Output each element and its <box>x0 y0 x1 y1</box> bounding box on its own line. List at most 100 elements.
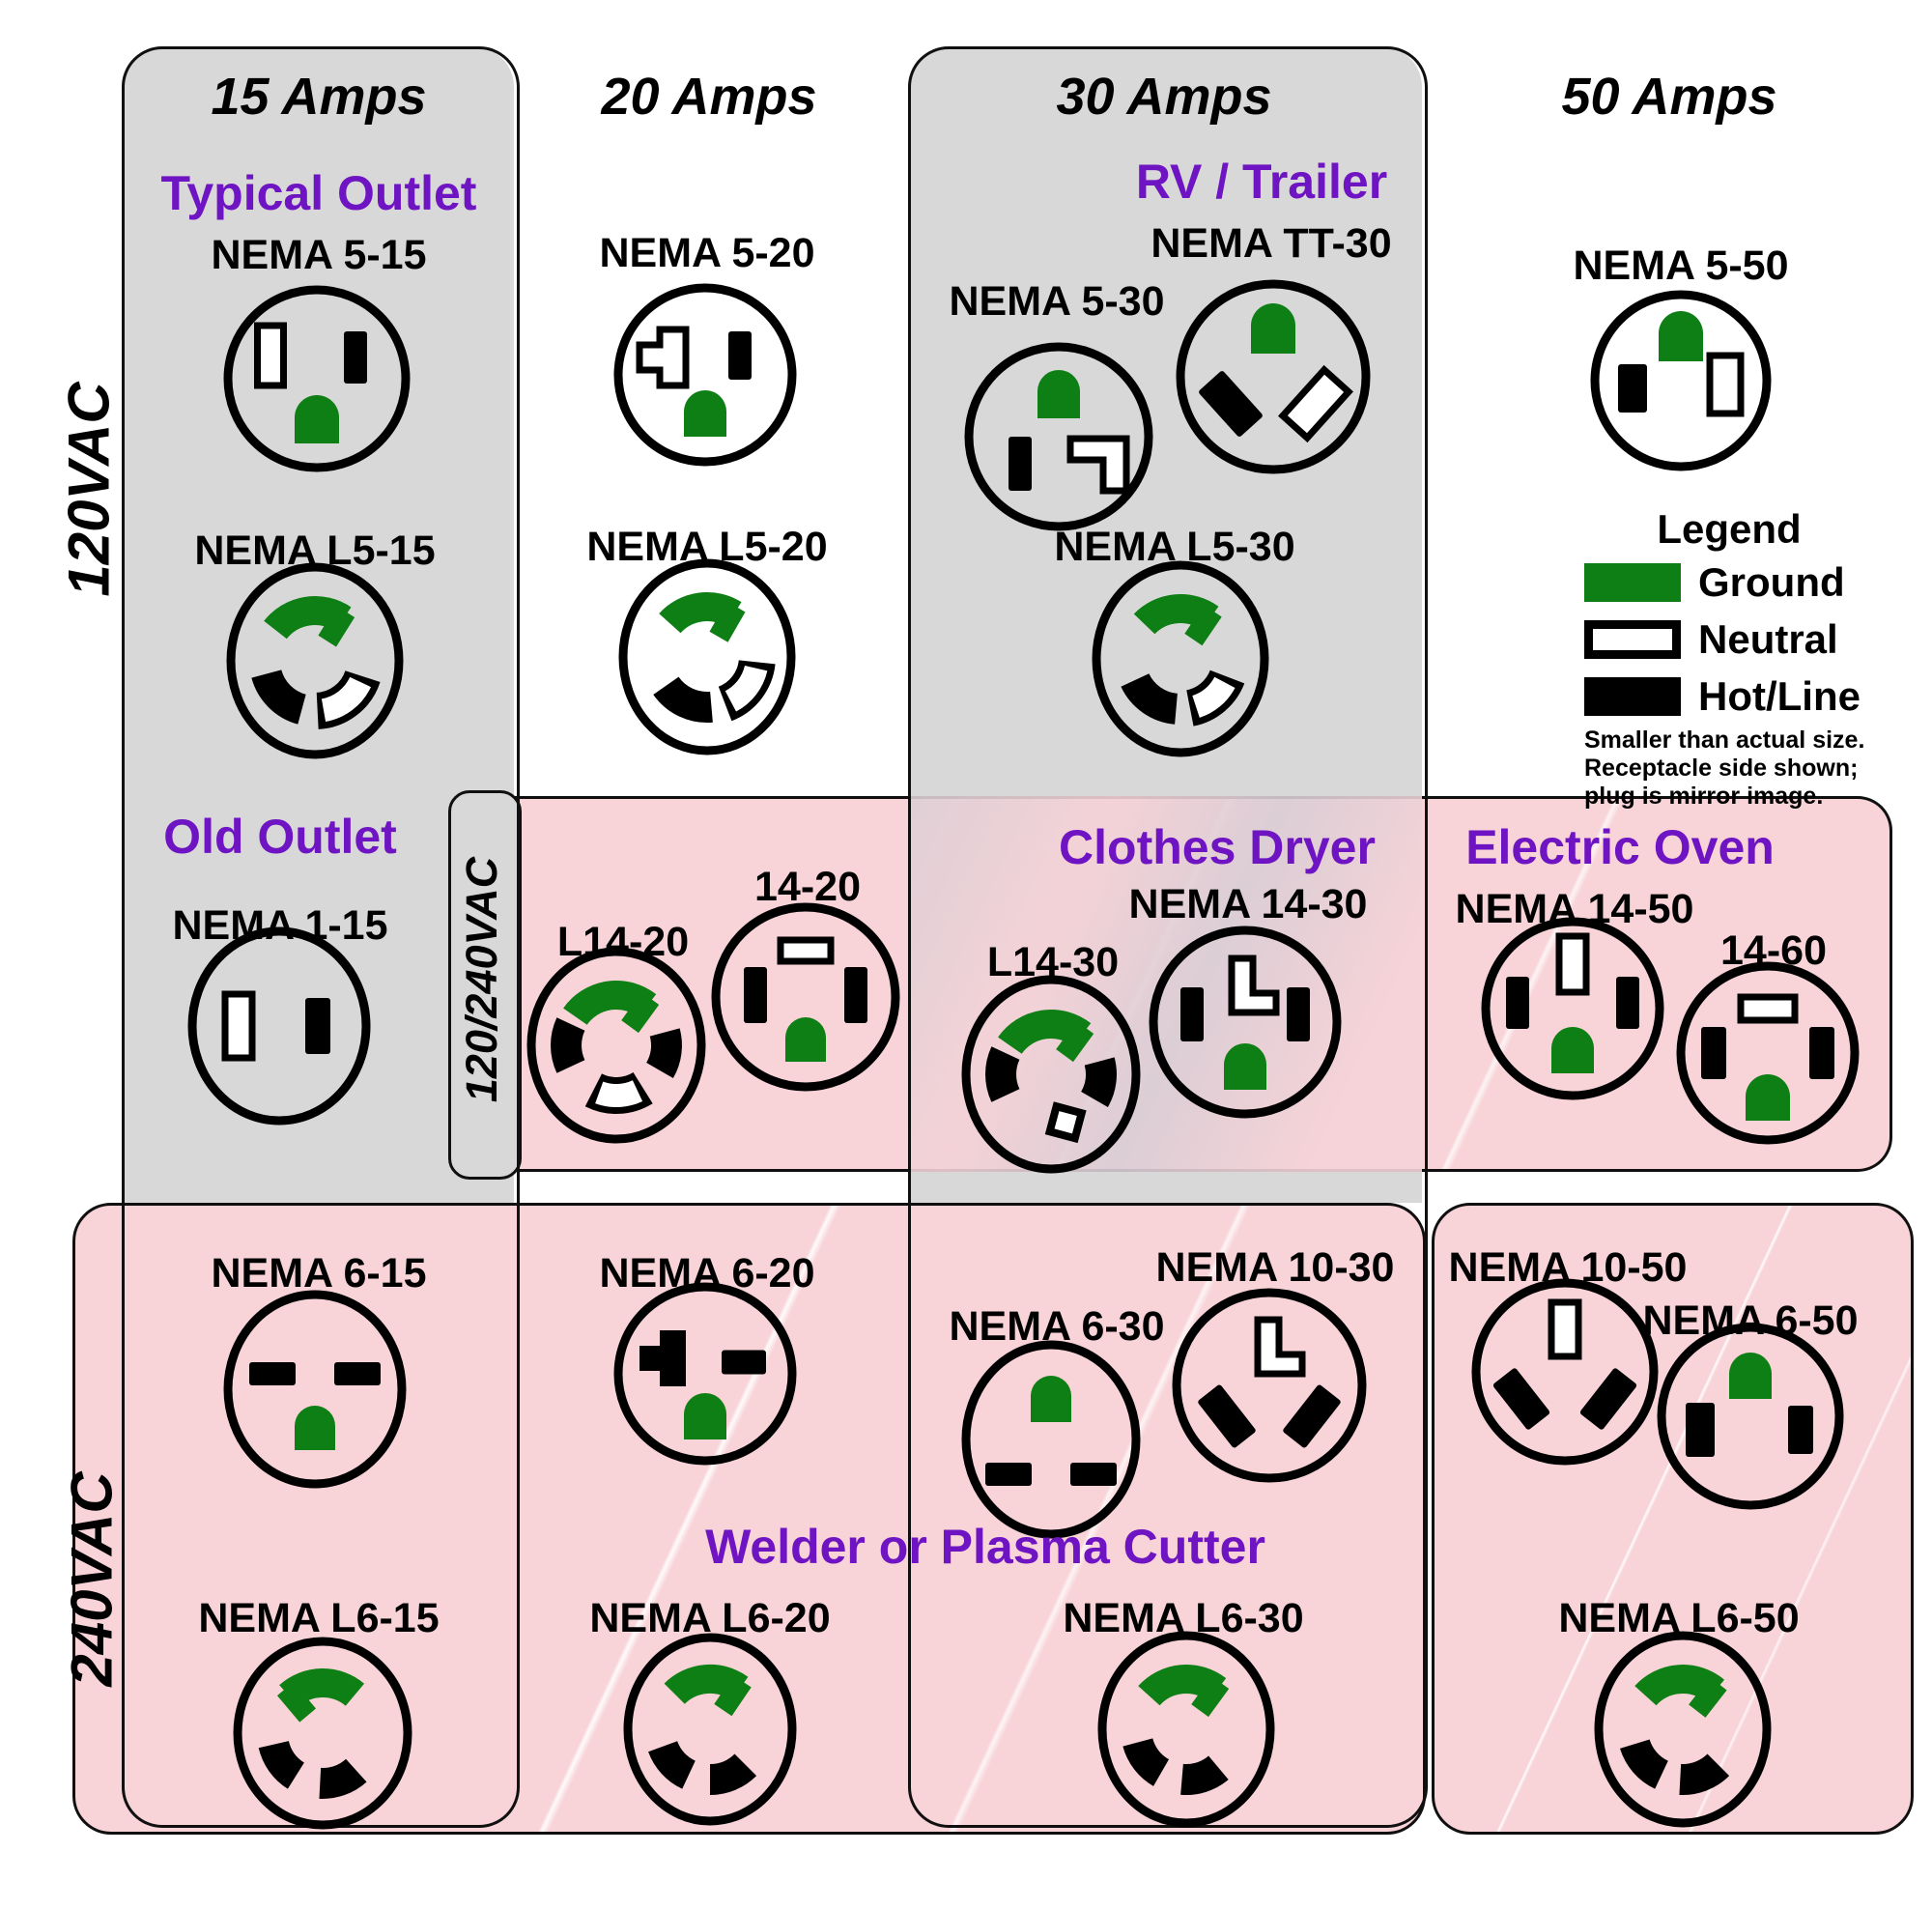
prong-ground <box>1031 1376 1071 1422</box>
legend-neutral-label: Neutral <box>1698 616 1838 662</box>
prong-hot <box>645 1028 682 1079</box>
outlet-14-50 <box>1481 917 1664 1100</box>
outlet-L5-30 <box>1092 560 1269 757</box>
prong-hot <box>648 1740 696 1789</box>
outlet-label-L5-15: NEMA L5-15 <box>194 527 435 574</box>
prong-neutral <box>221 990 256 1062</box>
prong-hot <box>722 1350 766 1375</box>
outlet-label-TT-30: NEMA TT-30 <box>1151 220 1391 267</box>
legend-hot-label: Hot/Line <box>1698 673 1861 719</box>
category-typical-outlet: Typical Outlet <box>160 166 477 220</box>
prong-hot <box>1080 1057 1117 1108</box>
legend-title: Legend <box>1657 506 1802 552</box>
legend-item-ground: Ground <box>1584 560 1913 605</box>
prong-neutral <box>595 1079 643 1108</box>
outlet-label-L6-15: NEMA L6-15 <box>198 1595 439 1641</box>
outlet-label-1-15: NEMA 1-15 <box>172 902 387 949</box>
legend-item-hot: Hot/Line <box>1584 674 1913 719</box>
prong-hot <box>1701 1027 1726 1079</box>
header-30-amps: 30 Amps <box>1056 68 1272 126</box>
outlet-label-6-30: NEMA 6-30 <box>949 1303 1164 1350</box>
outlet-face-5-20 <box>613 283 797 467</box>
row-label-240vac: 240VAC <box>59 1471 125 1687</box>
prong-neutral <box>636 326 690 389</box>
outlet-label-14-60: 14-60 <box>1720 927 1827 974</box>
outlet-10-30 <box>1172 1288 1367 1483</box>
prong-hot <box>1679 1752 1730 1795</box>
prong-neutral <box>1254 1316 1306 1378</box>
outlet-label-L5-30: NEMA L5-30 <box>1054 524 1294 570</box>
prong-neutral <box>1555 932 1590 996</box>
prong-ground <box>1224 1043 1266 1090</box>
outlet-6-15 <box>223 1290 407 1489</box>
header-15-amps: 15 Amps <box>211 68 427 126</box>
outlet-face-14-60 <box>1676 961 1860 1145</box>
outlet-face-L6-20 <box>623 1633 797 1826</box>
prong-ground <box>1659 311 1703 361</box>
prong-ground-tab <box>621 992 660 1034</box>
prong-hot <box>249 1362 296 1385</box>
category-welder-plasma-cutter: Welder or Plasma Cutter <box>705 1520 1265 1574</box>
prong-hot <box>1180 987 1204 1041</box>
outlet-face-6-20 <box>613 1282 797 1466</box>
prong-hot <box>1121 672 1179 725</box>
prong-hot <box>1686 1403 1715 1457</box>
outlet-L6-30 <box>1097 1631 1275 1828</box>
outlet-face-L6-30 <box>1097 1631 1275 1828</box>
prong-hot <box>344 331 367 384</box>
outlet-L6-50 <box>1594 1631 1772 1828</box>
prong-neutral <box>1228 954 1280 1016</box>
outlet-5-30 <box>964 342 1153 531</box>
prong-ground <box>785 1017 826 1062</box>
legend-ground-label: Ground <box>1698 559 1845 605</box>
prong-hot <box>251 669 307 725</box>
prong-neutral <box>1706 352 1745 417</box>
outlet-face-1-15 <box>187 926 371 1125</box>
prong-hot <box>334 1362 381 1385</box>
outlet-face-L5-20 <box>618 558 796 755</box>
outlet-face-L14-20 <box>526 947 706 1144</box>
prong-hot <box>1287 987 1310 1041</box>
outlet-face-L6-50 <box>1594 1631 1772 1828</box>
legend-note-line-2: Receptacle side shown; <box>1584 755 1859 782</box>
prong-ground-tab <box>709 601 746 642</box>
outlet-L5-15 <box>226 562 404 759</box>
neutral-swatch-icon <box>1584 620 1681 659</box>
outlet-face-14-50 <box>1481 917 1664 1100</box>
outlet-face-6-15 <box>223 1290 407 1489</box>
outlet-label-5-30: NEMA 5-30 <box>949 278 1164 325</box>
outlet-label-L6-30: NEMA L6-30 <box>1063 1595 1303 1641</box>
outlet-label-6-20: NEMA 6-20 <box>599 1250 814 1296</box>
outlet-TT-30 <box>1176 279 1371 474</box>
outlet-face-14-20 <box>711 902 900 1092</box>
outlet-face-5-15 <box>223 285 411 472</box>
outlet-5-20 <box>613 283 797 467</box>
prong-ground-tab <box>1191 1676 1230 1718</box>
outlet-face-5-30 <box>964 342 1153 531</box>
category-electric-oven: Electric Oven <box>1465 820 1775 874</box>
prong-neutral <box>1548 1298 1582 1360</box>
outlet-face-L5-15 <box>226 562 404 759</box>
outlet-label-L6-20: NEMA L6-20 <box>589 1595 830 1641</box>
outlet-label-10-30: NEMA 10-30 <box>1156 1244 1395 1291</box>
outlet-L14-30 <box>961 975 1141 1174</box>
prong-hot <box>1492 1368 1550 1430</box>
outlet-label-L6-50: NEMA L6-50 <box>1558 1595 1799 1641</box>
prong-hot <box>1283 1384 1341 1448</box>
header-20-amps: 20 Amps <box>601 68 817 126</box>
category-rv-trailer: RV / Trailer <box>1135 155 1388 209</box>
prong-neutral <box>1191 676 1236 718</box>
prong-neutral <box>724 665 768 712</box>
outlet-face-5-50 <box>1590 290 1772 471</box>
prong-hot <box>985 1463 1032 1486</box>
panel-240vac <box>72 1203 1426 1835</box>
prong-ground-tab <box>318 606 355 647</box>
prong-hot <box>1616 977 1639 1029</box>
outlet-label-5-50: NEMA 5-50 <box>1573 242 1788 289</box>
prong-ground <box>1037 370 1080 418</box>
prong-ground <box>1729 1353 1772 1399</box>
prong-neutral <box>1044 1101 1087 1144</box>
outlet-label-6-15: NEMA 6-15 <box>211 1250 426 1296</box>
outlet-6-20 <box>613 1282 797 1466</box>
prong-hot <box>1199 371 1263 437</box>
